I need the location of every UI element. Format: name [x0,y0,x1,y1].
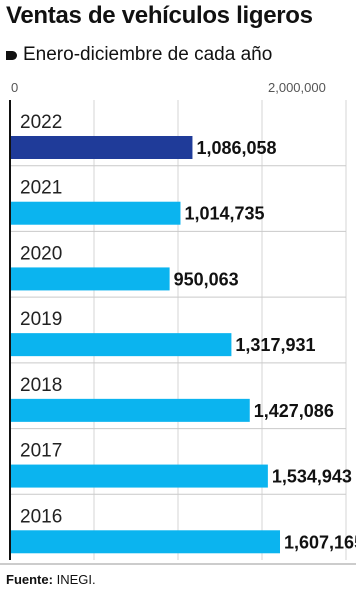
bullet-marker-icon [6,50,17,60]
source-note: Fuente: INEGI. [6,572,96,587]
source-label: Fuente: [6,572,53,587]
data-label: 1,317,931 [235,335,315,355]
chart-title: Ventas de vehículos ligeros [6,2,313,29]
bar [10,136,193,159]
axis-max-label: 2,000,000 [268,80,326,95]
data-label: 1,534,943 [272,467,352,487]
chart-subtitle: Enero-diciembre de cada año [6,44,272,66]
data-label: 1,014,735 [184,204,264,224]
data-label: 950,063 [174,269,239,289]
data-label: 1,427,086 [254,401,334,421]
category-label: 2017 [20,441,62,462]
bar [10,267,170,291]
bar [10,398,250,422]
category-label: 2021 [20,178,62,199]
chart-subtitle-text: Enero-diciembre de cada año [23,44,273,65]
data-label: 1,086,058 [196,138,276,158]
bar [10,464,268,488]
category-label: 2016 [20,506,62,527]
category-label: 2018 [20,375,62,396]
source-value: INEGI. [56,572,96,587]
category-label: 2019 [20,309,62,330]
axis-min-label: 0 [11,80,19,95]
bar [10,530,281,554]
bar [10,201,181,225]
category-label: 2020 [20,243,62,264]
bar [10,333,232,357]
data-label: 1,607,165 [284,532,356,552]
category-label: 2022 [20,112,62,133]
